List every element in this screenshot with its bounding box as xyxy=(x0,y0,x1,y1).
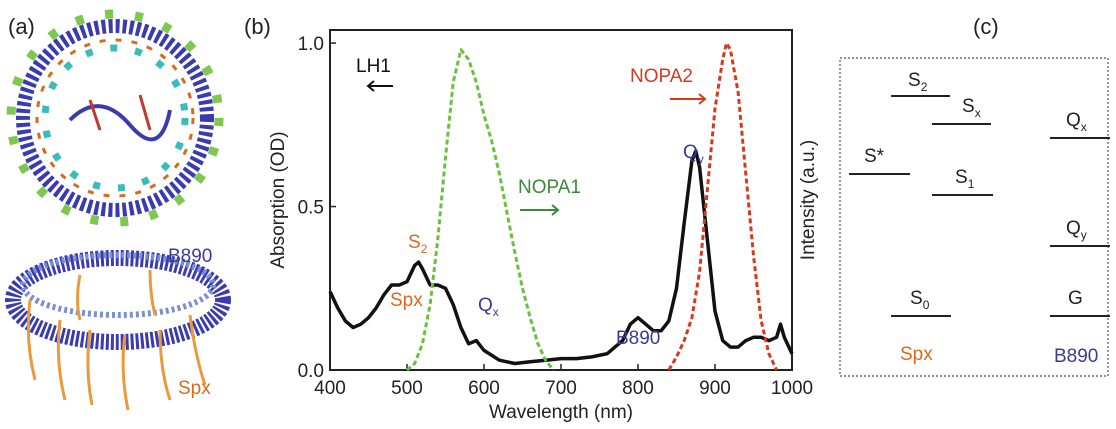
group-label: Spx xyxy=(900,344,933,365)
y-tick-label: 0.5 xyxy=(298,198,324,219)
energy-levels xyxy=(849,95,1110,317)
y-tick-label: 1.0 xyxy=(298,34,324,55)
panel-label: (a) xyxy=(8,14,35,39)
x-tick-label: 1000 xyxy=(771,378,813,399)
x-axis-title: Wavelength (nm) xyxy=(489,402,633,423)
structure-label: Spx xyxy=(178,378,211,399)
series-label: NOPA2 xyxy=(630,66,693,87)
annotation: Spx xyxy=(390,290,423,311)
level-label: Qx xyxy=(1066,110,1087,134)
x-tick-label: 500 xyxy=(391,378,423,399)
diagram-frame xyxy=(839,57,1109,377)
arrow xyxy=(520,204,560,216)
panel-label: (c) xyxy=(973,14,999,39)
series-label: LH1 xyxy=(356,56,391,77)
y-axis-title: Absorption (OD) xyxy=(268,131,289,268)
x-tick-label: 600 xyxy=(468,378,500,399)
level-label: S2 xyxy=(908,70,928,94)
level-label: Sx xyxy=(962,96,981,120)
arrow xyxy=(670,93,707,105)
structure-bottom xyxy=(5,250,231,411)
y-tick-label: 0.0 xyxy=(298,361,324,382)
x-tick-label: 900 xyxy=(699,378,731,399)
annotation: B890 xyxy=(616,328,660,349)
x-tick-label: 400 xyxy=(314,378,346,399)
y2-axis-title: Intensity (a.u.) xyxy=(798,140,819,260)
annotation: S2 xyxy=(408,232,428,256)
level-label: S1 xyxy=(955,167,975,191)
level-label: S0 xyxy=(910,288,930,312)
series-line xyxy=(406,48,555,372)
structure-label: B890 xyxy=(168,246,212,267)
arrow xyxy=(366,80,393,92)
level-label: G xyxy=(1068,288,1083,309)
x-tick-label: 800 xyxy=(622,378,654,399)
level-label: Qy xyxy=(1066,218,1087,242)
series-label: NOPA1 xyxy=(518,177,581,198)
structure-top xyxy=(6,9,224,227)
annotation: Qx xyxy=(478,295,499,319)
plot-frame xyxy=(329,29,793,371)
series-line xyxy=(328,149,794,366)
level-label: S* xyxy=(864,146,885,167)
chart: 400 500 600 700 800 900 1000 0.0 0.5 1.0 xyxy=(298,29,813,399)
x-tick-label: 700 xyxy=(545,378,577,399)
panel-label: (b) xyxy=(244,14,271,39)
group-label: B890 xyxy=(1054,346,1098,367)
annotation: Qy xyxy=(683,142,704,166)
